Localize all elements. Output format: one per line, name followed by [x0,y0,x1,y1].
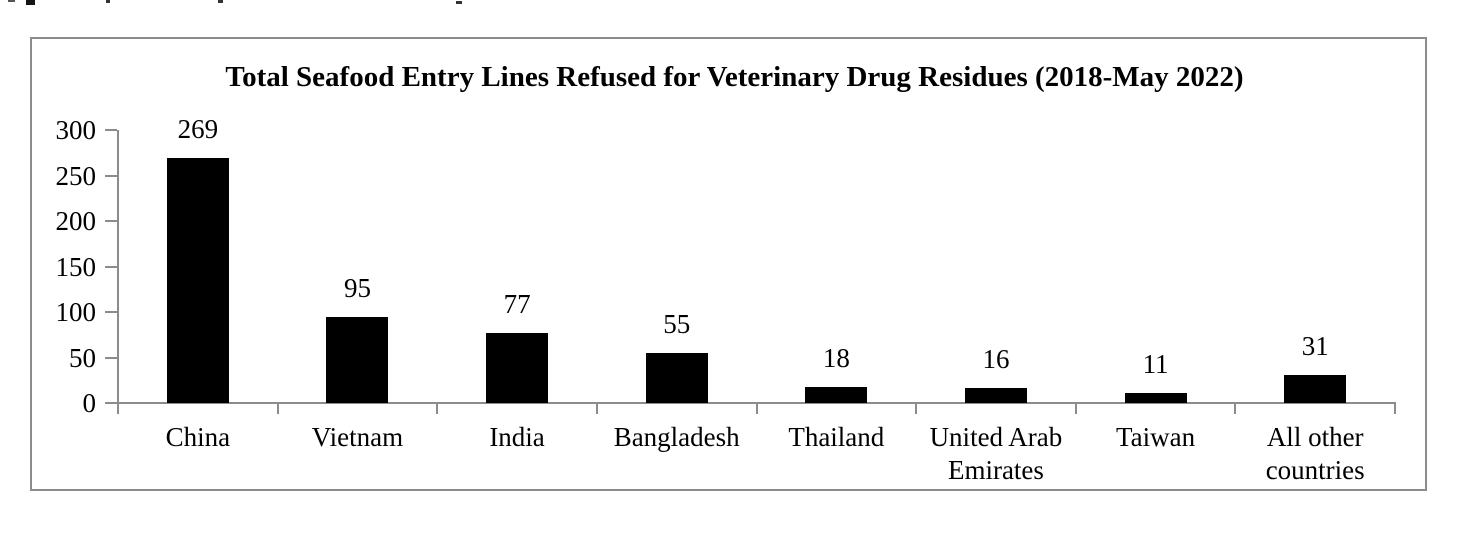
value-label-thailand: 18 [822,343,850,373]
category-label-india: India [489,422,545,452]
y-axis-tick [105,174,117,177]
plot-area: 0 50 100 150 200 250 300 269 China 95 Vietnam 77 Ind… [32,39,1425,489]
x-axis-tick [595,402,598,414]
cropped-text-fragment [8,0,15,2]
bar-vietnam [326,317,389,403]
category-label-thailand: Thailand [788,422,885,452]
bar-all-other-countries [1284,375,1347,403]
chart-title: Total Seafood Entry Lines Refused for Ve… [225,61,1244,93]
y-axis-tick-label: 250 [55,160,97,191]
bar-bangladesh [645,353,708,403]
value-label-bangladesh: 55 [663,309,691,339]
x-axis-tick [755,402,758,414]
bar-china [166,158,229,403]
y-axis-tick [105,220,117,222]
cropped-text-fragment [26,0,35,5]
x-axis-tick [915,402,918,414]
y-axis-line [117,130,119,414]
y-axis-tick-label: 200 [55,206,97,236]
y-axis-tick [105,311,117,313]
bar-india [486,333,549,403]
category-label-taiwan: Taiwan [1116,422,1196,452]
bar-chart: Total Seafood Entry Lines Refused for Ve… [30,37,1427,491]
category-label-all-other-countries: All other countries [1265,422,1365,485]
x-axis-tick [276,402,279,414]
x-axis-tick [1074,402,1077,414]
bar-united-arab-emirates [964,388,1027,403]
value-label-taiwan: 11 [1142,349,1169,379]
category-label-vietnam: Vietnam [311,422,404,452]
bar-thailand [805,387,868,403]
y-axis-tick [105,129,117,131]
cropped-text-fragment [106,0,110,3]
y-axis-tick-label: 150 [55,251,97,282]
value-label-united-arab-emirates: 16 [982,344,1010,374]
value-label-all-other-countries: 31 [1301,331,1329,361]
y-axis-tick-label: 50 [69,342,96,373]
y-axis-tick-label: 0 [82,388,97,418]
bar-taiwan [1124,393,1187,403]
y-axis-tick [105,402,117,404]
x-axis-tick [436,402,439,414]
category-label-united-arab-emirates: United Arab Emirates [929,422,1063,485]
cropped-text-fragment [218,0,223,3]
y-axis-tick-label: 100 [55,297,97,327]
y-axis-tick [105,356,117,359]
y-axis-tick-label: 300 [55,115,97,145]
category-label-bangladesh: Bangladesh [613,422,740,452]
value-label-vietnam: 95 [343,273,371,303]
value-label-china: 269 [177,114,219,144]
x-axis-tick [1234,402,1237,414]
x-axis-tick [1394,402,1396,414]
category-label-china: China [165,422,231,452]
y-axis-tick [105,265,117,268]
value-label-india: 77 [503,289,531,319]
cropped-text-fragment [456,1,462,4]
